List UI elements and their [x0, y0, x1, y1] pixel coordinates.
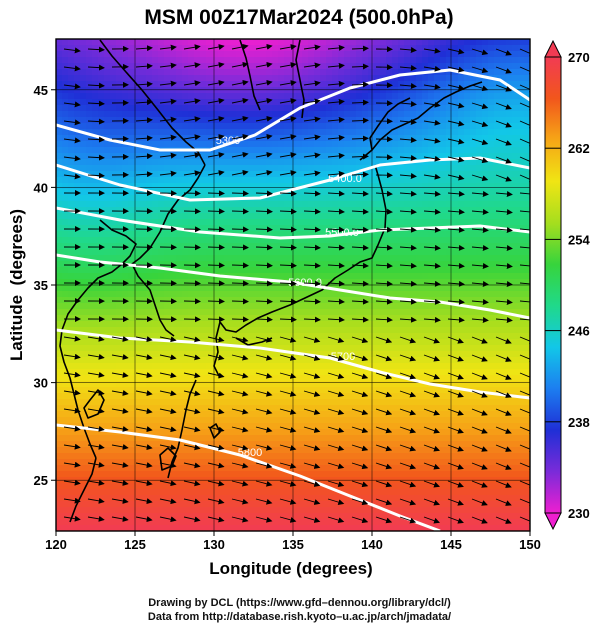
x-tick-label: 140: [361, 537, 383, 552]
contour-label: 5800: [238, 447, 262, 459]
x-tick-label: 120: [45, 537, 67, 552]
y-tick-label: 40: [34, 180, 48, 195]
colorbar-tick-label: 270: [568, 50, 590, 65]
x-tick-label: 135: [282, 537, 304, 552]
x-tick-label: 130: [203, 537, 225, 552]
colorbar-ticks: 230 238 246 254 262 270: [545, 50, 590, 521]
y-tick-label: 25: [34, 473, 48, 488]
data-credit: Data from http://database.rish.kyoto–u.a…: [147, 611, 452, 623]
y-tick-label: 30: [34, 376, 48, 391]
x-axis-ticks: 120 125 130 135 140 145 150: [45, 531, 541, 552]
colorbar-scale: [544, 56, 562, 514]
colorbar-tick-label: 262: [568, 141, 590, 156]
drawing-credit: Drawing by DCL (https://www.gfd–dennou.o…: [148, 597, 451, 609]
x-tick-label: 125: [124, 537, 146, 552]
x-axis-label: Longitude (degrees): [209, 559, 372, 578]
colorbar: 230 238 246 254 262 270: [544, 39, 590, 531]
contour-label: 5500.0: [325, 227, 359, 239]
x-tick-label: 150: [519, 537, 541, 552]
x-tick-label: 145: [440, 537, 462, 552]
wind-vectors: [63, 43, 530, 524]
y-axis-ticks: 25 30 35 40 45: [34, 83, 56, 488]
colorbar-tick-label: 230: [568, 506, 590, 521]
contour-label: 5400.0: [328, 173, 362, 185]
colorbar-tick-label: 238: [568, 415, 590, 430]
y-tick-label: 35: [34, 278, 48, 293]
colorbar-tick-label: 246: [568, 324, 590, 339]
colorbar-min-triangle: [544, 512, 562, 531]
colorbar-max-triangle: [544, 39, 562, 58]
y-tick-label: 45: [34, 83, 48, 98]
colorbar-tick-label: 254: [568, 232, 590, 247]
temperature-field: [56, 39, 530, 531]
map-title: MSM 00Z17Mar2024 (500.0hPa): [144, 6, 453, 29]
y-axis-label: Latitude (degrees): [7, 209, 26, 361]
